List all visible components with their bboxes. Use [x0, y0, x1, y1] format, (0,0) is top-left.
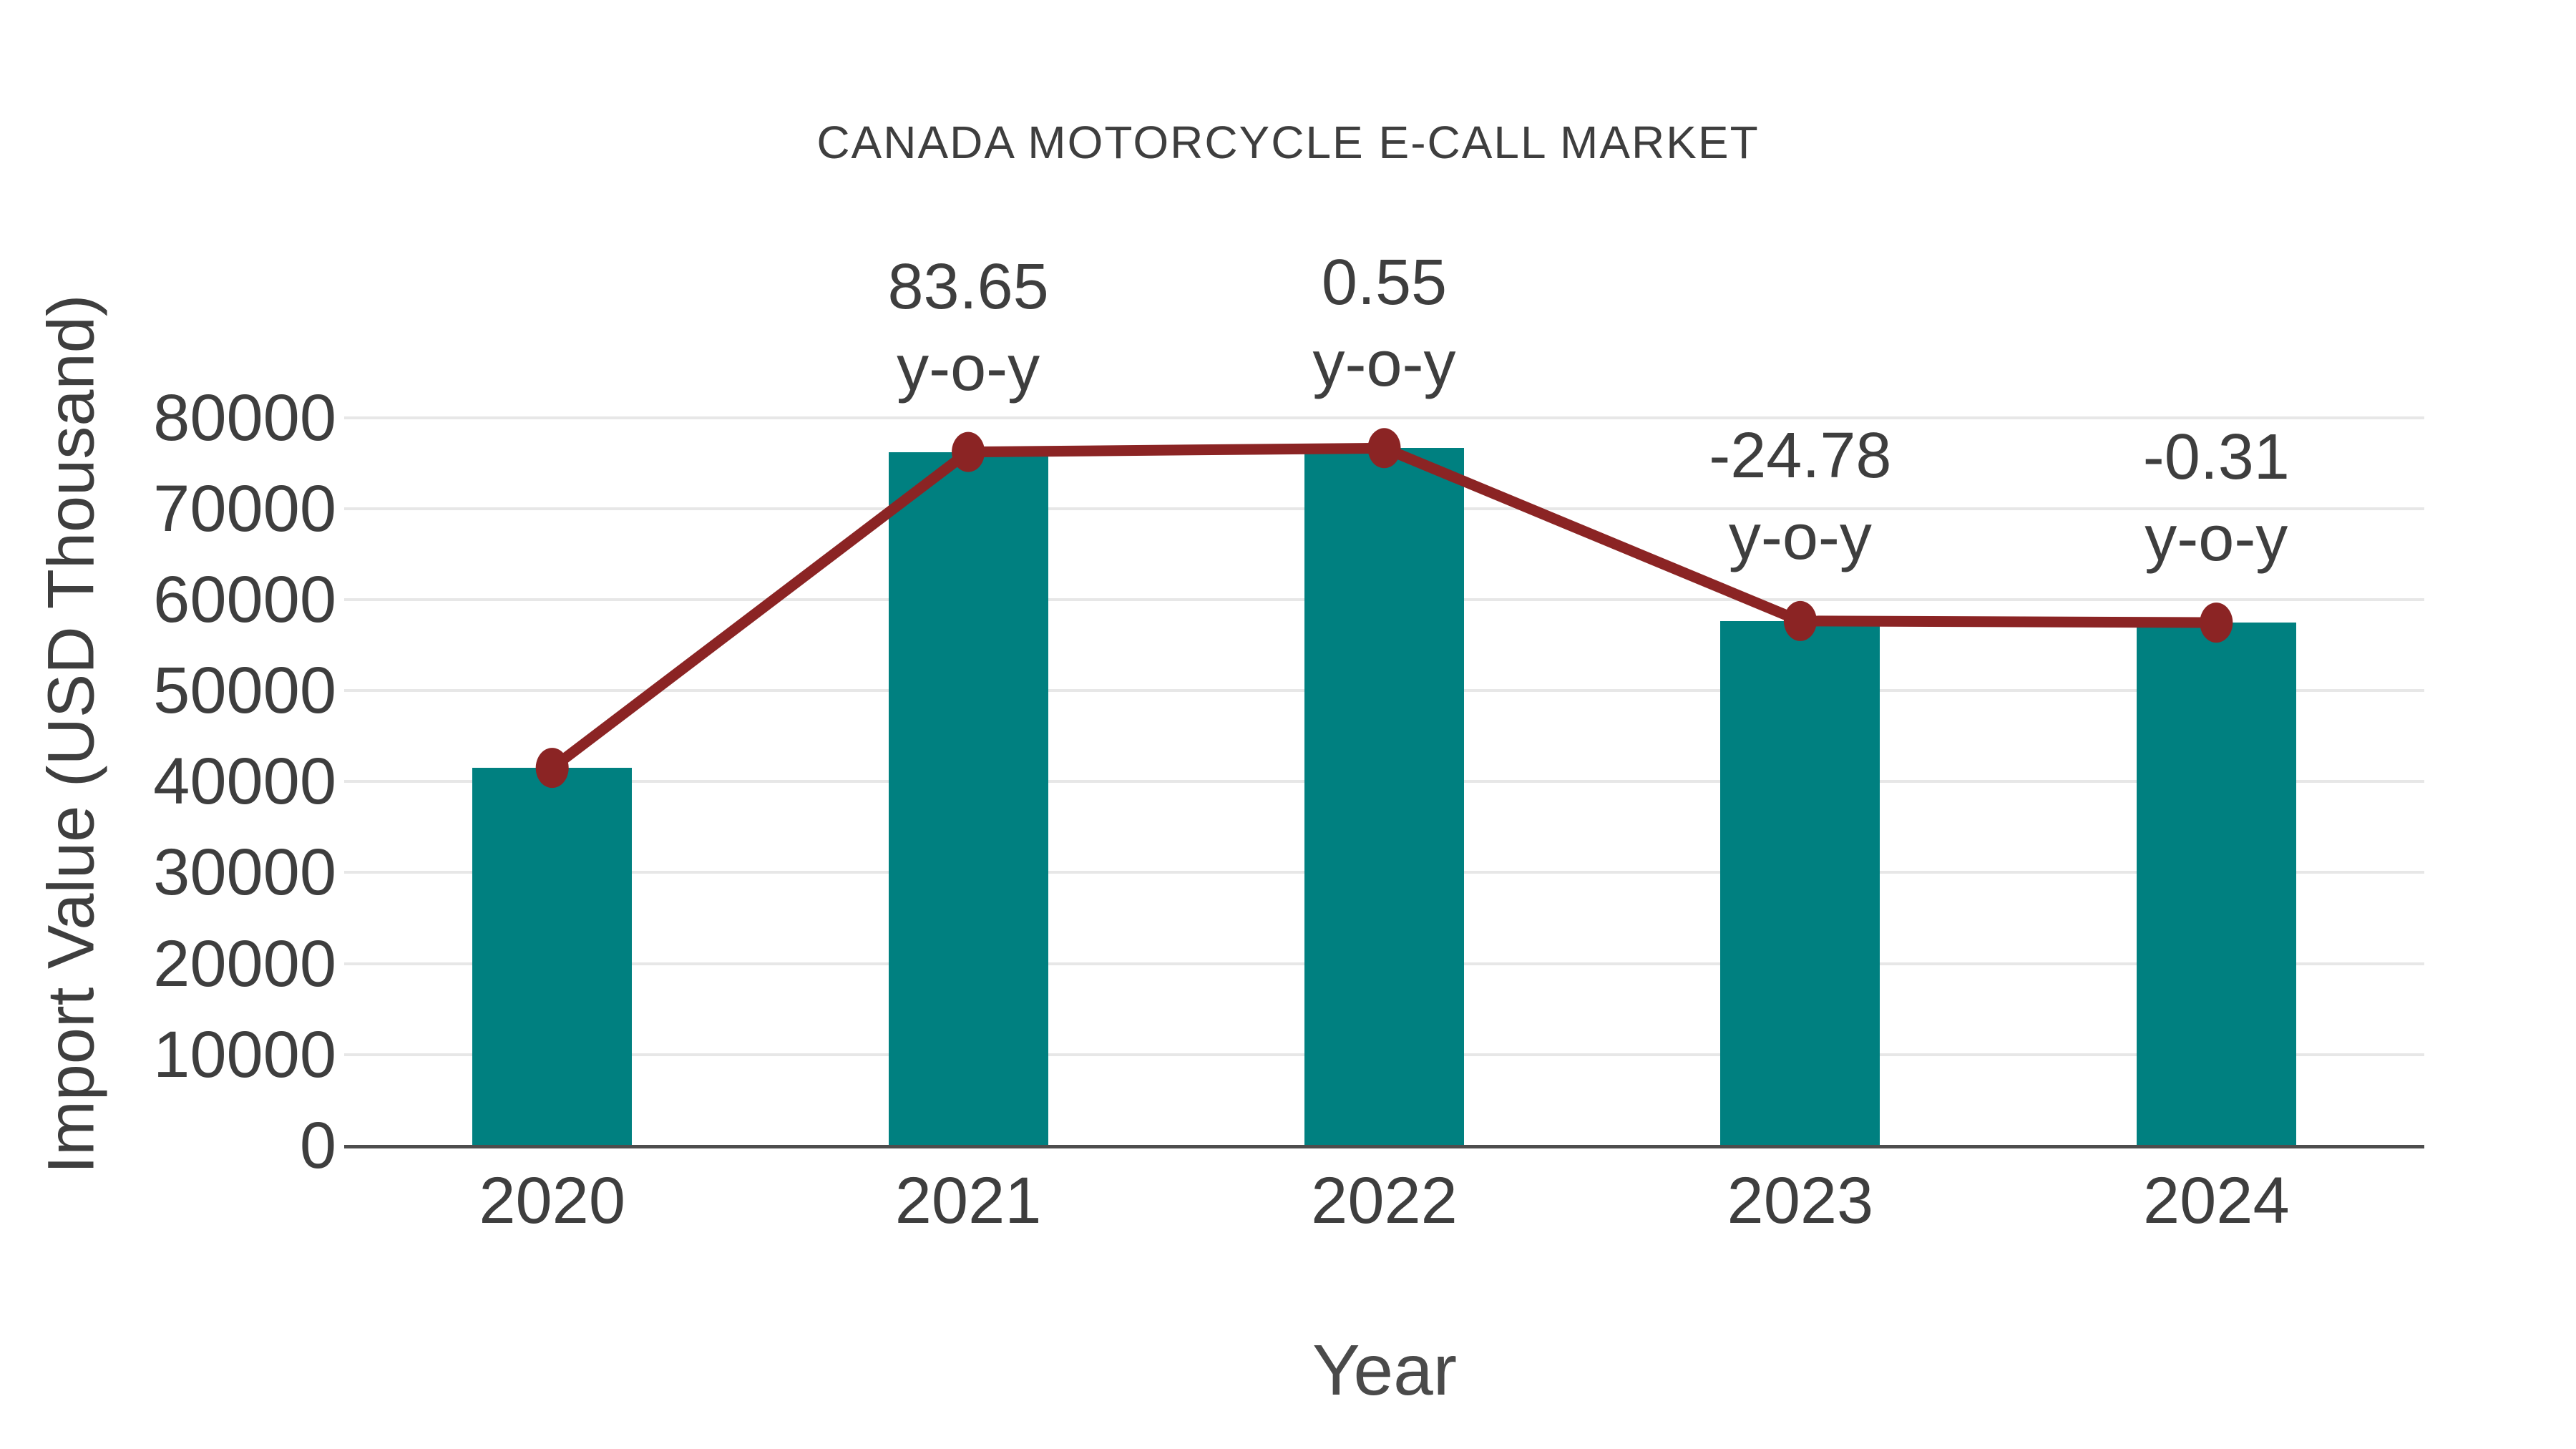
bar-2020 — [472, 768, 633, 1148]
y-tick-label: 80000 — [153, 381, 336, 454]
y-tick-label: 50000 — [153, 654, 336, 728]
annotation-value: -0.31 — [2142, 421, 2290, 494]
annotation-2021: 83.65 y-o-y — [718, 246, 1219, 409]
x-tick-label-2022: 2022 — [1311, 1164, 1458, 1237]
annotation-value: 83.65 — [887, 250, 1049, 323]
annotation-label: y-o-y — [897, 332, 1040, 404]
annotation-label: y-o-y — [2145, 503, 2288, 575]
y-tick-label: 0 — [299, 1109, 336, 1182]
y-tick-label: 30000 — [153, 836, 336, 909]
annotation-2024: -0.31 y-o-y — [1966, 416, 2467, 580]
x-tick-label-2020: 2020 — [479, 1164, 626, 1237]
x-axis-title: Year — [1312, 1330, 1458, 1410]
x-tick-label-2024: 2024 — [2142, 1164, 2290, 1237]
y-tick-label: 60000 — [153, 562, 336, 636]
y-tick-label: 10000 — [153, 1018, 336, 1091]
x-tick-label-2023: 2023 — [1727, 1164, 1874, 1237]
x-tick-label-2021: 2021 — [894, 1164, 1042, 1237]
annotation-2022: 0.55 y-o-y — [1134, 242, 1635, 405]
gridline — [344, 416, 2424, 419]
chart-title: CANADA MOTORCYCLE E-CALL MARKET — [816, 117, 1760, 168]
y-tick-label: 40000 — [153, 745, 336, 819]
annotation-2023: -24.78 y-o-y — [1550, 415, 2051, 578]
bar-2024 — [2136, 623, 2296, 1148]
annotation-label: y-o-y — [1312, 328, 1456, 401]
bar-2023 — [1720, 620, 1880, 1148]
annotation-value: -24.78 — [1709, 419, 1892, 492]
x-axis-line — [344, 1145, 2424, 1148]
bar-2022 — [1304, 448, 1464, 1148]
y-tick-label: 70000 — [153, 472, 336, 545]
annotation-value: 0.55 — [1321, 247, 1448, 319]
y-tick-label: 20000 — [153, 927, 336, 1000]
bar-2021 — [888, 452, 1048, 1148]
annotation-label: y-o-y — [1728, 501, 1872, 573]
